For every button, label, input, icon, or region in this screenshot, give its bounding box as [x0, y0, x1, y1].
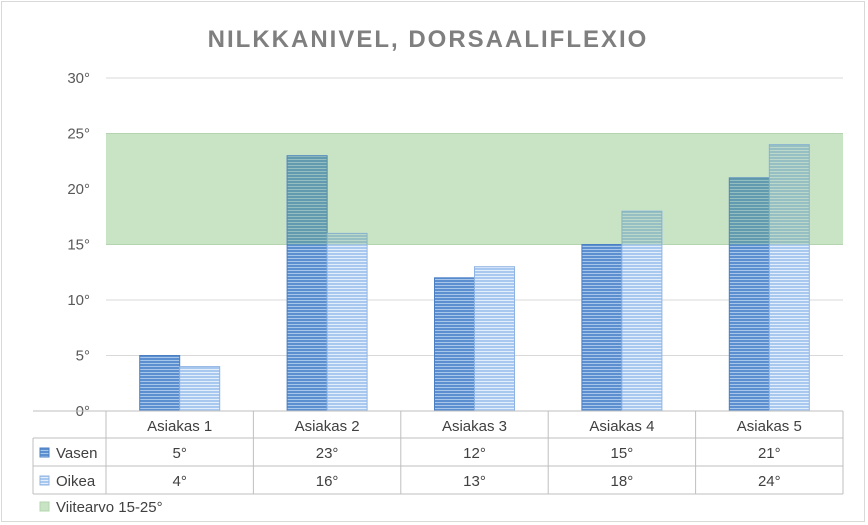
legend-swatch-reference: [39, 501, 50, 512]
y-tick-label: 15°: [67, 237, 90, 254]
bar-band-overlap: [769, 144, 810, 245]
data-label: 13°: [463, 473, 486, 490]
category-label: Asiakas 5: [737, 418, 802, 435]
bar-band-overlap: [287, 155, 328, 245]
category-label: Asiakas 2: [295, 418, 360, 435]
y-tick-label: 10°: [67, 292, 90, 309]
data-label: 23°: [316, 445, 339, 462]
legend-swatch-oikea: [39, 475, 50, 486]
bar-oikea-4: [621, 210, 663, 412]
bar-vasen-3: [434, 277, 475, 412]
chart-title: NILKKANIVEL, DORSAALIFLEXIO: [207, 26, 649, 53]
data-label: 24°: [758, 473, 781, 490]
y-tick-label: 20°: [67, 181, 90, 198]
category-label: Asiakas 1: [147, 418, 212, 435]
category-label: Asiakas 4: [589, 418, 654, 435]
bar-oikea-1: [179, 366, 221, 412]
bar-band-overlap: [327, 233, 368, 245]
data-label: 15°: [611, 445, 634, 462]
legend-swatch-vasen: [39, 447, 50, 458]
y-tick-label: 25°: [67, 126, 90, 143]
data-label: 16°: [316, 473, 339, 490]
data-label: 21°: [758, 445, 781, 462]
legend-label-oikea: Oikea: [56, 473, 96, 490]
bar-oikea-2: [326, 232, 368, 412]
data-label: 18°: [611, 473, 634, 490]
bar-band-overlap: [621, 211, 662, 245]
bar-oikea-3: [474, 266, 515, 412]
bar-vasen-2: [286, 155, 328, 412]
data-label: 4°: [173, 473, 187, 490]
bar-vasen-4: [581, 244, 623, 412]
bar-band-overlap: [729, 177, 770, 245]
data-label: 12°: [463, 445, 486, 462]
reference-band: [106, 133, 843, 245]
y-tick-label: 30°: [67, 70, 90, 87]
bar-oikea-5: [768, 144, 810, 412]
category-label: Asiakas 3: [442, 418, 507, 435]
y-tick-label: 5°: [76, 348, 90, 365]
data-label: 5°: [173, 445, 187, 462]
legend-label-vasen: Vasen: [56, 445, 97, 462]
bar-vasen-1: [139, 355, 181, 412]
legend-label-reference: Viitearvo 15-25°: [56, 499, 163, 516]
